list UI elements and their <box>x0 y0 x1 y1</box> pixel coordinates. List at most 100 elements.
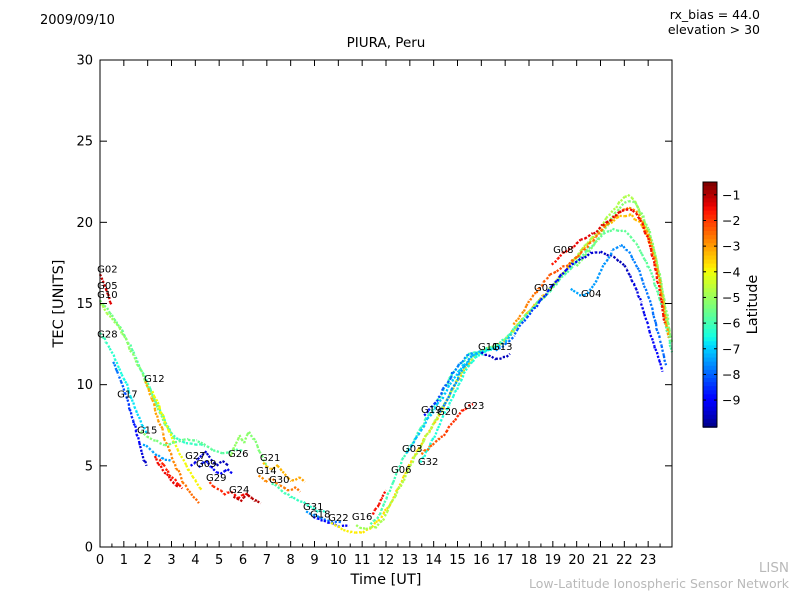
colorbar-tick-label: −3 <box>722 239 740 254</box>
x-tick-label: 15 <box>449 553 466 568</box>
axes: 0 1 2 3 4 5 6 7 8 9 10 11 12 13 14 15 16 17 18 19 20 21 22 2305… <box>51 54 673 588</box>
satellite-track-G11 <box>480 351 511 361</box>
satellite-track-G24 <box>232 492 262 505</box>
satellite-label-G28: G28 <box>97 330 117 341</box>
satellite-label-G07: G07 <box>534 283 554 294</box>
x-axis-label: Time [UT] <box>350 572 422 588</box>
satellite-label-G22: G22 <box>328 513 348 524</box>
satellite-label-G21: G21 <box>260 453 280 464</box>
satellite-track-G30 <box>271 482 328 514</box>
y-tick-label: 0 <box>85 541 93 556</box>
satellite-track <box>158 458 184 490</box>
colorbar-tick-label: −4 <box>722 264 740 279</box>
colorbar-tick-label: −8 <box>722 367 740 382</box>
satellite-track-G17 <box>112 361 148 467</box>
satellite-track-G06 <box>369 227 674 526</box>
satellite-track-G12 <box>144 381 200 504</box>
satellite-track-G04 <box>570 244 668 366</box>
satellite-label-G19: G19 <box>421 405 441 416</box>
satellite-track-G08 <box>551 208 666 324</box>
colorbar-tick-label: −7 <box>722 341 740 356</box>
x-tick-label: 20 <box>568 553 585 568</box>
satellite-track-G09 <box>197 460 235 475</box>
satellite-label-G32: G32 <box>418 457 438 468</box>
satellite-track-G21 <box>262 461 306 483</box>
colorbar-tick-label: −5 <box>722 290 740 305</box>
satellite-tracks <box>98 193 674 534</box>
satellite-label-G14: G14 <box>256 466 276 477</box>
satellite-label-G10: G10 <box>97 290 117 301</box>
x-tick-label: 0 <box>96 553 104 568</box>
x-tick-label: 10 <box>330 553 347 568</box>
colorbar: −1 −2 −3 −4 −5 −6 −7 −8 −9 Latitude <box>702 181 761 428</box>
y-tick-label: 15 <box>76 297 93 312</box>
satellite-track <box>371 489 387 515</box>
x-tick-label: 2 <box>144 553 152 568</box>
x-tick-label: 17 <box>497 553 514 568</box>
satellite-label-G02: G02 <box>97 265 117 276</box>
satellite-label-G24: G24 <box>229 485 249 496</box>
satellite-label-G20: G20 <box>437 407 457 418</box>
satellite-label-G05: G05 <box>97 281 117 292</box>
y-tick-label: 10 <box>76 378 93 393</box>
satellite-track-G19 <box>423 351 475 417</box>
colorbar-tick-label: −2 <box>722 213 740 228</box>
x-tick-label: 11 <box>354 553 371 568</box>
satellite-track-G28 <box>98 332 148 434</box>
watermark-network: Low-Latitude Ionospheric Sensor Network <box>529 576 789 591</box>
colorbar-label: Latitude <box>745 275 761 335</box>
satellite-track <box>575 199 674 343</box>
x-tick-label: 4 <box>191 553 199 568</box>
satellite-label-G26: G26 <box>228 449 248 460</box>
satellite-track <box>142 443 172 463</box>
colorbar-tick-label: −9 <box>722 393 740 408</box>
satellite-label-G18: G18 <box>310 509 330 520</box>
satellite-label-G30: G30 <box>269 475 289 486</box>
x-tick-label: 21 <box>592 553 609 568</box>
satellite-label-G15: G15 <box>137 425 157 436</box>
x-tick-label: 14 <box>425 553 442 568</box>
x-tick-label: 9 <box>310 553 318 568</box>
elevation-label: elevation > 30 <box>667 22 760 37</box>
x-tick-label: 3 <box>167 553 175 568</box>
page-title: PIURA, Peru <box>346 35 426 51</box>
y-tick-label: 25 <box>76 135 93 150</box>
satellite-track-G23 <box>420 403 474 455</box>
satellite-track <box>151 390 204 492</box>
watermark: LISN Low-Latitude Ionospheric Sensor Net… <box>529 560 789 591</box>
satellite-label-G11: G11 <box>478 342 498 353</box>
satellite-track-G31 <box>305 510 343 524</box>
satellite-label-G31: G31 <box>303 502 323 513</box>
satellite-label-G04: G04 <box>581 289 601 300</box>
satellite-track-G26 <box>229 431 269 469</box>
rx-bias-label: rx_bias = 44.0 <box>669 7 760 22</box>
satellite-label-G29: G29 <box>206 473 226 484</box>
satellite-track-G13 <box>494 250 664 372</box>
y-tick-label: 30 <box>76 54 93 69</box>
colorbar-tick-label: −6 <box>722 316 740 331</box>
satellite-label-G16: G16 <box>352 512 372 523</box>
x-tick-label: 19 <box>545 553 562 568</box>
satellite-label-G17: G17 <box>117 390 137 401</box>
satellite-label-G03: G03 <box>402 444 422 455</box>
colorbar-tick-label: −1 <box>722 187 740 202</box>
x-tick-label: 8 <box>287 553 295 568</box>
satellite-label-G13: G13 <box>492 342 512 353</box>
satellite-label-G12: G12 <box>144 374 164 385</box>
y-tick-label: 20 <box>76 216 93 231</box>
x-tick-label: 6 <box>239 553 247 568</box>
satellite-track-G14 <box>257 474 302 493</box>
satellite-track-G22 <box>330 213 671 534</box>
x-tick-label: 22 <box>616 553 633 568</box>
x-tick-label: 23 <box>640 553 657 568</box>
x-tick-label: 12 <box>378 553 395 568</box>
satellite-label-G08: G08 <box>553 245 573 256</box>
x-tick-label: 13 <box>402 553 419 568</box>
x-tick-label: 18 <box>521 553 538 568</box>
satellite-track-G27 <box>189 450 230 467</box>
satellite-label-G27: G27 <box>185 451 205 462</box>
receiver-info: rx_bias = 44.0 elevation > 30 <box>668 7 760 37</box>
